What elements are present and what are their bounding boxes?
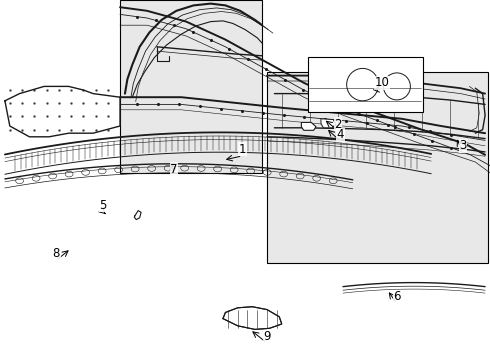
Text: 1: 1 (239, 143, 246, 156)
Text: 2: 2 (334, 118, 342, 131)
Ellipse shape (384, 73, 411, 100)
Text: 4: 4 (337, 129, 344, 141)
Bar (308, 57, 423, 112)
Text: 9: 9 (263, 330, 271, 343)
Polygon shape (223, 307, 282, 329)
Text: 8: 8 (52, 247, 60, 260)
Text: 7: 7 (170, 163, 178, 176)
Ellipse shape (346, 68, 378, 101)
Polygon shape (321, 119, 336, 128)
Text: 6: 6 (393, 291, 401, 303)
Polygon shape (134, 211, 141, 220)
Bar (267, 72, 488, 263)
Bar (120, 0, 262, 173)
Text: 5: 5 (99, 199, 107, 212)
Text: 3: 3 (459, 139, 467, 152)
Text: 10: 10 (375, 76, 390, 89)
Polygon shape (301, 122, 316, 130)
